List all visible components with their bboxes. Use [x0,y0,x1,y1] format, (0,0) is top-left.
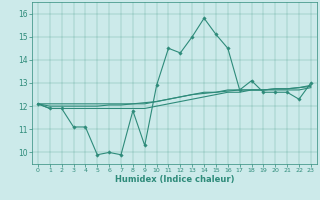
X-axis label: Humidex (Indice chaleur): Humidex (Indice chaleur) [115,175,234,184]
